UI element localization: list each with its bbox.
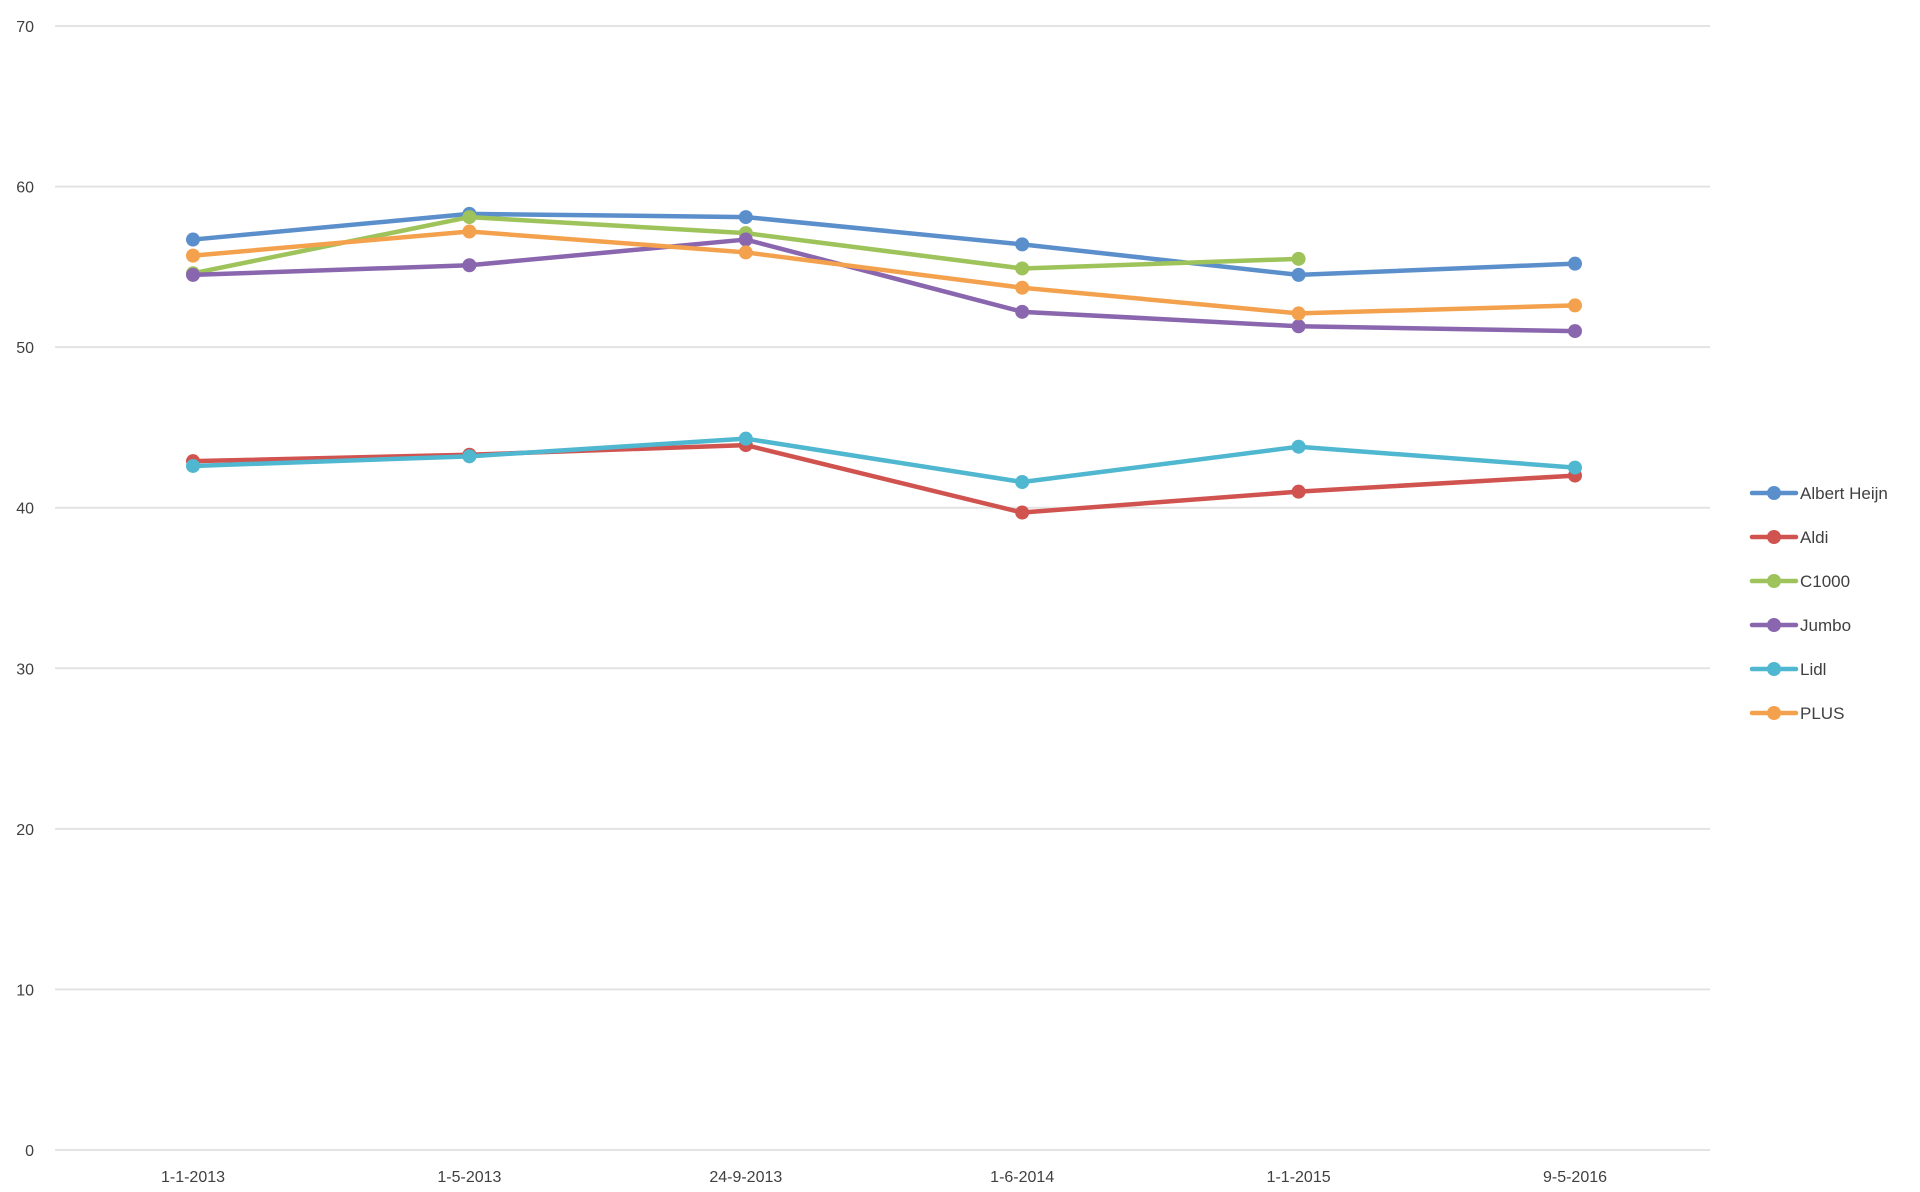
y-tick-label: 0 [25, 1143, 34, 1160]
data-point [1015, 304, 1030, 319]
data-point [1291, 251, 1306, 266]
data-point [186, 458, 200, 473]
legend-label: Jumbo [1800, 616, 1851, 635]
data-point [738, 431, 753, 446]
data-point [738, 245, 753, 260]
gridlines [55, 25, 1710, 1151]
legend-label: Albert Heijn [1800, 484, 1888, 503]
y-tick-label: 20 [16, 822, 34, 839]
legend-swatch-marker [1767, 530, 1781, 544]
legend-label: C1000 [1800, 572, 1850, 591]
series-line [190, 229, 1578, 316]
legend-swatch-marker [1767, 486, 1781, 500]
data-point [1568, 256, 1582, 271]
data-point [1015, 475, 1030, 490]
legend-swatch-marker [1767, 706, 1781, 720]
data-point [462, 258, 477, 273]
data-point [1291, 306, 1306, 321]
y-axis-tick-labels: 0 10 20 30 40 50 60 70 [16, 19, 34, 1160]
series-line [190, 237, 1578, 334]
series-line [190, 211, 1578, 278]
y-tick-label: 40 [16, 501, 34, 518]
data-point [1015, 237, 1030, 252]
data-point [186, 232, 200, 247]
legend-swatch-marker [1767, 618, 1781, 632]
series-lidl [186, 431, 1582, 490]
y-tick-label: 70 [16, 19, 34, 36]
legend-swatch-marker [1767, 574, 1781, 588]
x-tick-label: 1-1-2015 [1267, 1169, 1331, 1186]
legend-item: Lidl [1749, 660, 1826, 679]
x-axis-tick-labels: 1-1-2013 1-5-2013 24-9-2013 1-6-2014 1-1-201… [161, 1169, 1607, 1186]
data-point [462, 224, 477, 239]
series-plus [186, 224, 1582, 321]
x-tick-label: 9-5-2016 [1543, 1169, 1607, 1186]
series-lines [186, 206, 1582, 520]
legend-swatch-marker [1767, 662, 1781, 676]
legend-item: PLUS [1749, 704, 1844, 723]
x-tick-label: 1-6-2014 [990, 1169, 1054, 1186]
y-tick-label: 10 [16, 982, 34, 999]
data-point [1291, 439, 1306, 454]
legend-item: Jumbo [1749, 616, 1851, 635]
data-point [1291, 267, 1306, 282]
data-point [738, 210, 753, 225]
data-point [1568, 460, 1582, 475]
data-point [1291, 484, 1306, 499]
legend-label: Lidl [1800, 660, 1826, 679]
y-tick-label: 50 [16, 340, 34, 357]
data-point [738, 232, 753, 247]
data-point [186, 248, 200, 263]
y-tick-label: 60 [16, 180, 34, 197]
series-albert-heijn [186, 206, 1582, 282]
data-point [1291, 319, 1306, 334]
data-point [186, 267, 200, 282]
data-point [1568, 324, 1582, 339]
data-point [1015, 261, 1030, 276]
legend-label: PLUS [1800, 704, 1844, 723]
legend-label: Aldi [1800, 528, 1828, 547]
x-tick-label: 1-1-2013 [161, 1169, 225, 1186]
x-tick-label: 24-9-2013 [709, 1169, 782, 1186]
data-point [1568, 298, 1582, 313]
legend-item: Aldi [1749, 528, 1828, 547]
legend: Albert Heijn Aldi C1000 Jumbo Lidl PLUS [1749, 484, 1888, 723]
data-point [1015, 280, 1030, 295]
series-line [190, 436, 1578, 485]
data-point [1015, 505, 1030, 520]
data-point [462, 210, 477, 225]
legend-item: Albert Heijn [1749, 484, 1888, 503]
x-tick-label: 1-5-2013 [437, 1169, 501, 1186]
series-line [190, 442, 1578, 515]
legend-item: C1000 [1749, 572, 1850, 591]
y-tick-label: 30 [16, 661, 34, 678]
series-jumbo [186, 232, 1582, 339]
data-point [462, 449, 477, 464]
